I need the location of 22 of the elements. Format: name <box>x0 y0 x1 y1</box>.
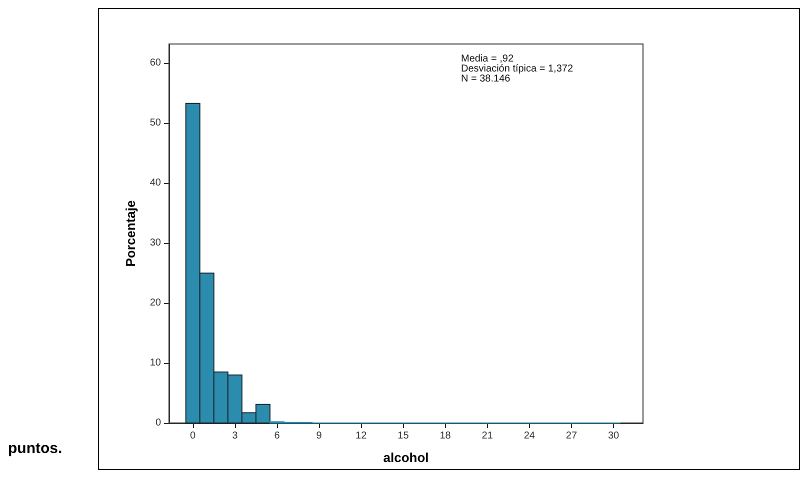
x-tick-label: 21 <box>482 430 494 442</box>
x-tick-label: 12 <box>356 430 368 442</box>
x-tick-label: 24 <box>524 430 536 442</box>
annotation: Media = ,92 Desviación típica = 1,372 N = 38.146 <box>461 54 574 84</box>
x-tick-label: 15 <box>398 430 410 442</box>
x-axis-title: alcohol <box>383 450 429 465</box>
text: puntos. <box>8 440 62 457</box>
y-tick-label: 30 <box>150 238 162 249</box>
x-tick-label: 18 <box>440 430 452 442</box>
x-tick-label: 30 <box>608 430 620 442</box>
x-tick-label: 0 <box>190 430 196 442</box>
x-tick-label: 27 <box>566 430 578 442</box>
y-tick-label: 0 <box>155 418 162 428</box>
x-tick-label: 3 <box>232 430 238 442</box>
y-tick-label: 10 <box>150 358 162 369</box>
y-tick-label: 20 <box>150 298 162 309</box>
y-axis-title: Porcentaje <box>123 200 138 267</box>
x-tick-label: 9 <box>316 430 322 442</box>
y-tick-label: 50 <box>150 118 162 129</box>
y-tick-label: 60 <box>150 58 162 69</box>
x-tick-label: 6 <box>274 430 280 442</box>
y-tick-label: 40 <box>150 178 162 189</box>
